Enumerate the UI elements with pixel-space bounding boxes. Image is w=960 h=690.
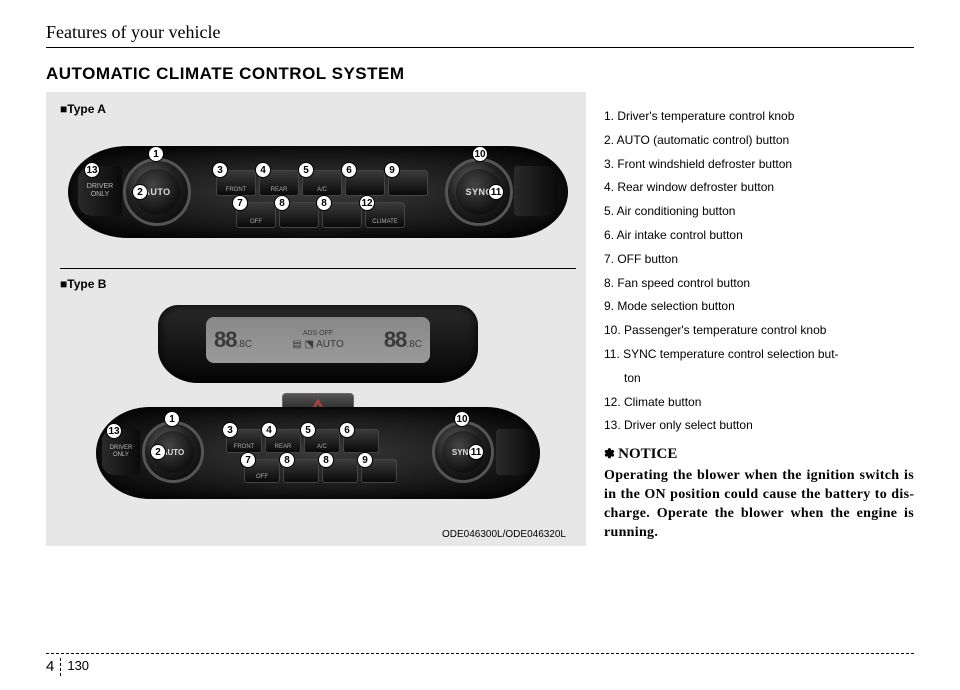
legend-item: 1. Driver's temperature control knob (604, 108, 914, 125)
callout-1: 1 (148, 146, 164, 162)
callout-b10: 10 (454, 411, 470, 427)
callout-3: 3 (212, 162, 228, 178)
notice-heading: ✽ NOTICE (604, 446, 914, 463)
callout-b11: 11 (468, 444, 484, 460)
callout-b8a: 8 (279, 452, 295, 468)
legend-item: 3. Front windshield defroster button (604, 156, 914, 173)
lcd-mid: ADS OFF ▤ ⬔ AUTO (292, 329, 344, 351)
climate-panel-type-b: 88.8C ADS OFF ▤ ⬔ AUTO 88.8C (68, 297, 568, 525)
legend-item: 4. Rear window defroster button (604, 179, 914, 196)
callout-13: 13 (84, 162, 100, 178)
legend-item: 11. SYNC temperature control selection b… (604, 346, 914, 363)
legend-item: 7. OFF button (604, 251, 914, 268)
lcd-display: 88.8C ADS OFF ▤ ⬔ AUTO 88.8C (206, 317, 430, 363)
callout-b7: 7 (240, 452, 256, 468)
callout-b1: 1 (164, 411, 180, 427)
passenger-temp-knob-b[interactable]: SYNC (432, 421, 494, 483)
legend-item: 9. Mode selection button (604, 298, 914, 315)
page-footer: 4 130 (46, 653, 914, 676)
section-number: 4 (46, 658, 54, 675)
callout-8b: 8 (316, 195, 332, 211)
page-title: AUTOMATIC CLIMATE CONTROL SYSTEM (46, 64, 914, 84)
control-unit-b: DRIVER ONLY AUTO FRONT REAR A/C OFF (96, 393, 540, 513)
callout-10: 10 (472, 146, 488, 162)
display-unit: 88.8C ADS OFF ▤ ⬔ AUTO 88.8C (158, 305, 478, 383)
callout-b5: 5 (300, 422, 316, 438)
legend-item: 5. Air conditioning button (604, 203, 914, 220)
callout-b4: 4 (261, 422, 277, 438)
header-rule (46, 47, 914, 48)
legend-item: 6. Air intake control button (604, 227, 914, 244)
type-b-label: ■Type B (60, 277, 576, 291)
callout-b8b: 8 (318, 452, 334, 468)
lcd-left-temp: 88.8C (214, 327, 252, 353)
figure-box: ■Type A DRIVER ONLY AUTO FRONT REAR A/C … (46, 92, 586, 546)
callout-2: 2 (132, 184, 148, 200)
callout-8a: 8 (274, 195, 290, 211)
figure-code: ODE046300L/ODE046320L (60, 525, 576, 540)
legend-item: 12. Climate button (604, 394, 914, 411)
callout-b6: 6 (339, 422, 355, 438)
figure-divider (60, 268, 576, 269)
legend-list: 1. Driver's temperature control knob 2. … (604, 108, 914, 434)
callout-b13: 13 (106, 423, 122, 439)
legend-item: 13. Driver only select button (604, 417, 914, 434)
right-side-button-b[interactable] (496, 429, 534, 475)
legend-item: 2. AUTO (automatic control) button (604, 132, 914, 149)
page-number: 130 (67, 658, 89, 673)
callout-6: 6 (341, 162, 357, 178)
legend-item: 10. Passenger's temperature control knob (604, 322, 914, 339)
callout-12: 12 (359, 195, 375, 211)
legend-item-cont: ton (604, 370, 914, 387)
callout-b2: 2 (150, 444, 166, 460)
callout-11: 11 (488, 184, 504, 200)
callout-b9: 9 (357, 452, 373, 468)
callout-9: 9 (384, 162, 400, 178)
callout-7: 7 (232, 195, 248, 211)
callout-b3: 3 (222, 422, 238, 438)
callout-4: 4 (255, 162, 271, 178)
notice-body: Operating the blower when the ignition s… (604, 467, 914, 543)
lcd-right-temp: 88.8C (384, 327, 422, 353)
legend-item: 8. Fan speed control button (604, 275, 914, 292)
callout-5: 5 (298, 162, 314, 178)
right-side-button[interactable] (514, 166, 558, 216)
section-header: Features of your vehicle (46, 22, 914, 47)
climate-panel-type-a: DRIVER ONLY AUTO FRONT REAR A/C OFF CLIM… (68, 122, 568, 262)
type-a-label: ■Type A (60, 102, 576, 116)
